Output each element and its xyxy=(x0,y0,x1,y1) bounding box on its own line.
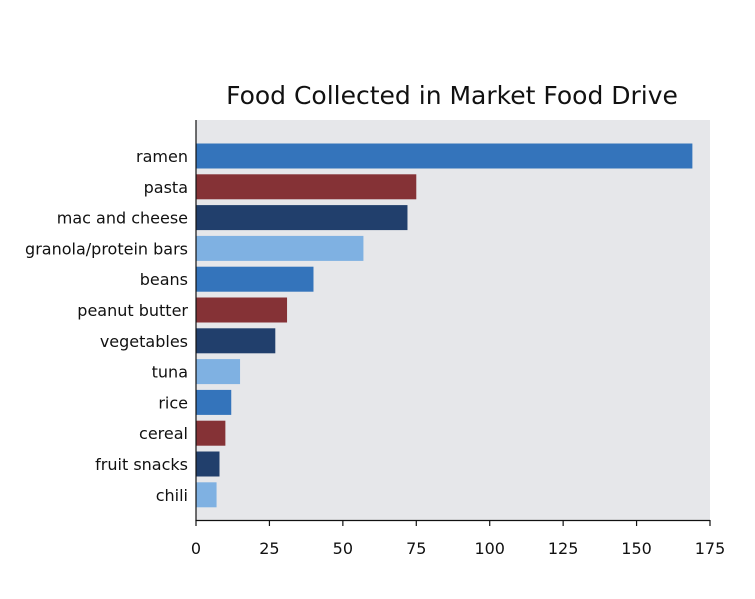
x-tick-label: 25 xyxy=(259,539,279,558)
x-tick-label: 175 xyxy=(695,539,726,558)
bar-fruit-snacks xyxy=(196,451,220,477)
bar-mac-and-cheese xyxy=(196,205,408,231)
bar-chili xyxy=(196,482,217,508)
category-label: cereal xyxy=(139,424,188,443)
x-tick-label: 100 xyxy=(474,539,505,558)
category-label: rice xyxy=(158,393,188,412)
x-tick-label: 0 xyxy=(191,539,201,558)
x-tick-label: 125 xyxy=(548,539,579,558)
bar-peanut-butter xyxy=(196,297,288,323)
category-label: fruit snacks xyxy=(95,455,188,474)
category-label: beans xyxy=(140,270,188,289)
x-tick-label: 150 xyxy=(621,539,652,558)
bar-beans xyxy=(196,266,314,292)
category-label: tuna xyxy=(152,363,188,382)
category-label: pasta xyxy=(144,178,188,197)
bar-cereal xyxy=(196,420,226,446)
category-label: vegetables xyxy=(100,332,188,351)
chart-title: Food Collected in Market Food Drive xyxy=(226,81,678,110)
category-label: chili xyxy=(156,486,188,505)
category-label: ramen xyxy=(136,147,188,166)
x-tick-label: 50 xyxy=(333,539,353,558)
bar-granola-protein-bars xyxy=(196,235,364,261)
category-label: peanut butter xyxy=(77,301,188,320)
bar-vegetables xyxy=(196,328,276,354)
bar-rice xyxy=(196,389,232,415)
category-label: mac and cheese xyxy=(57,209,188,228)
bar-ramen xyxy=(196,143,693,169)
x-tick-label: 75 xyxy=(406,539,426,558)
bar-tuna xyxy=(196,359,241,385)
category-label: granola/protein bars xyxy=(25,239,188,258)
bar-pasta xyxy=(196,174,417,200)
